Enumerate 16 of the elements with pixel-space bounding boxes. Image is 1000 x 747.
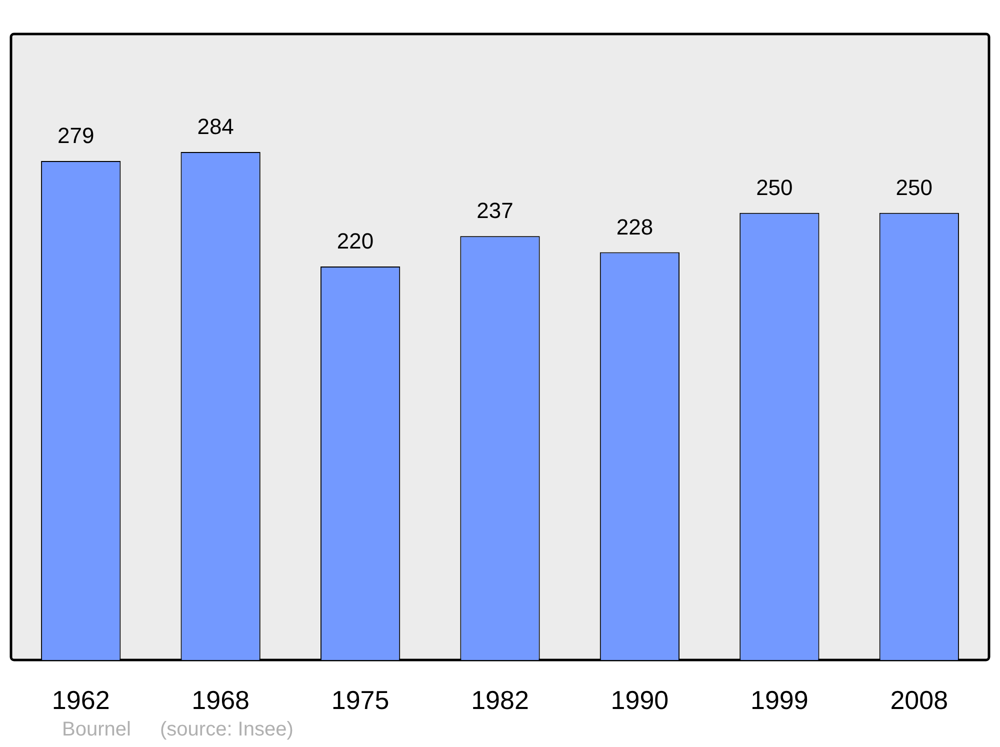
x-tick-label: 1962 <box>52 684 110 715</box>
data-label: 284 <box>197 114 234 140</box>
x-tick-label: 1990 <box>610 684 669 715</box>
x-tick-label: 1968 <box>192 684 250 715</box>
data-label: 250 <box>896 174 932 200</box>
data-label: 220 <box>336 228 374 254</box>
data-label: 279 <box>58 123 94 148</box>
text: Bournel <box>62 718 131 741</box>
data-label: 250 <box>756 174 793 200</box>
data-label: 237 <box>476 198 514 224</box>
data-label: 228 <box>616 214 654 240</box>
x-tick-label: 2008 <box>890 684 948 715</box>
x-tick-label: 1975 <box>331 684 390 715</box>
x-tick-label: 1999 <box>750 684 808 715</box>
x-tick-label: 1982 <box>471 684 529 715</box>
text: (source: Insee) <box>160 718 294 741</box>
